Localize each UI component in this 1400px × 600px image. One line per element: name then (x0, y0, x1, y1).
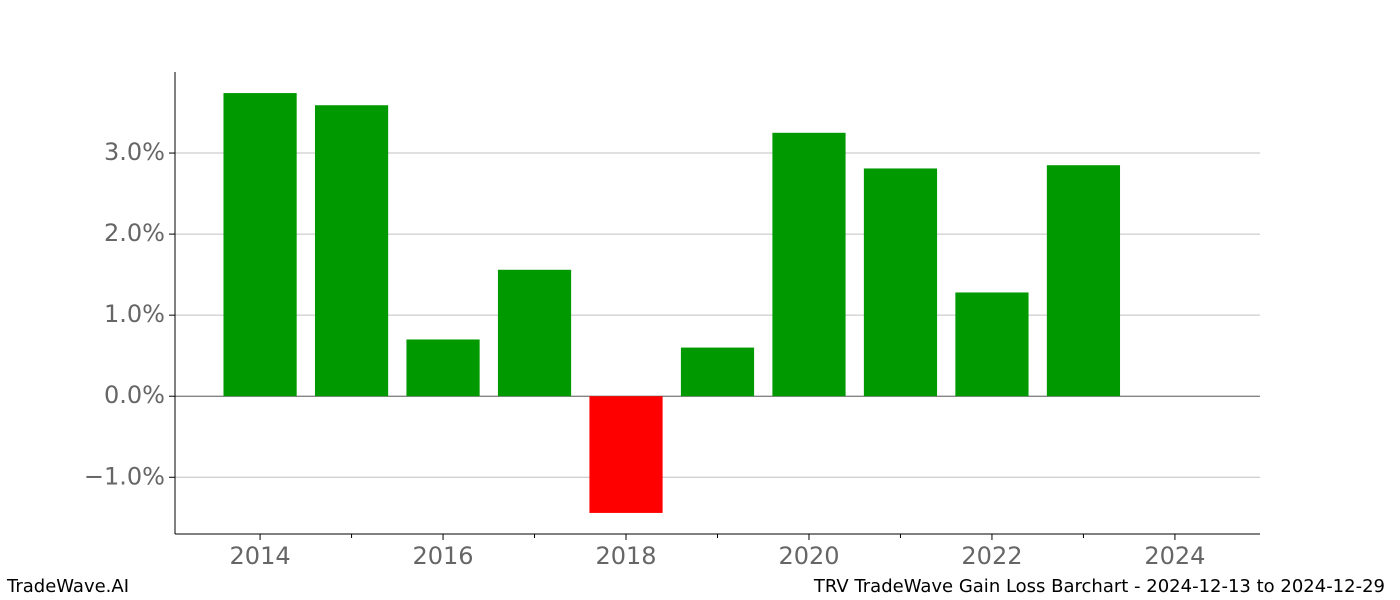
x-tick-label: 2014 (230, 542, 291, 570)
bar (497, 269, 572, 397)
footer-left: TradeWave.AI (6, 576, 129, 597)
bar (589, 396, 663, 513)
bar (1046, 165, 1121, 397)
bar (772, 132, 846, 397)
y-tick-label: 3.0% (104, 138, 165, 166)
bar (680, 347, 755, 397)
bar (406, 339, 480, 397)
bar (863, 168, 938, 397)
y-tick-label: 0.0% (104, 381, 165, 409)
x-tick-label: 2020 (778, 542, 839, 570)
bar (955, 292, 1029, 397)
footer-right: TRV TradeWave Gain Loss Barchart - 2024-… (813, 576, 1385, 597)
x-tick-label: 2024 (1144, 542, 1205, 570)
x-tick-label: 2022 (961, 542, 1022, 570)
bar (223, 93, 297, 397)
y-tick-label: 1.0% (104, 300, 165, 328)
x-tick-label: 2016 (413, 542, 474, 570)
x-tick-label: 2018 (595, 542, 656, 570)
y-tick-label: 2.0% (104, 219, 165, 247)
bar (314, 105, 389, 397)
y-tick-label: −1.0% (84, 462, 165, 490)
